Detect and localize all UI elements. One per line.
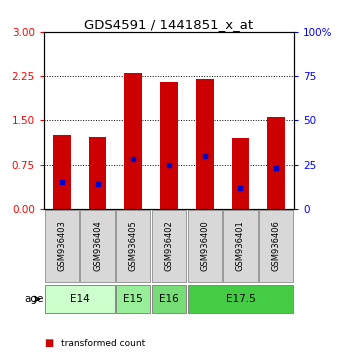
- Bar: [116, 210, 150, 282]
- Text: E17.5: E17.5: [225, 294, 255, 304]
- Bar: [152, 285, 186, 314]
- Text: age: age: [25, 294, 44, 304]
- Bar: [259, 210, 293, 282]
- Bar: [232, 138, 249, 209]
- Text: GSM936406: GSM936406: [272, 221, 281, 272]
- Bar: [223, 210, 258, 282]
- Text: GSM936403: GSM936403: [57, 221, 66, 272]
- Bar: [89, 137, 106, 209]
- Bar: [116, 285, 150, 314]
- Text: ■: ■: [44, 338, 53, 348]
- Bar: [152, 210, 186, 282]
- Text: E15: E15: [123, 294, 143, 304]
- Bar: [196, 79, 214, 209]
- Text: GSM936400: GSM936400: [200, 221, 209, 272]
- Bar: [45, 210, 79, 282]
- Bar: [80, 210, 115, 282]
- Bar: [267, 118, 285, 209]
- Text: GSM936404: GSM936404: [93, 221, 102, 272]
- Text: GSM936405: GSM936405: [129, 221, 138, 272]
- Bar: [188, 210, 222, 282]
- Text: E16: E16: [159, 294, 179, 304]
- Bar: [45, 285, 115, 314]
- Bar: [53, 135, 71, 209]
- Text: E14: E14: [70, 294, 90, 304]
- Text: GSM936401: GSM936401: [236, 221, 245, 272]
- Bar: [160, 82, 178, 209]
- Bar: [124, 73, 142, 209]
- Bar: [188, 285, 293, 314]
- Title: GDS4591 / 1441851_x_at: GDS4591 / 1441851_x_at: [84, 18, 254, 31]
- Text: transformed count: transformed count: [61, 339, 145, 348]
- Text: GSM936402: GSM936402: [165, 221, 173, 272]
